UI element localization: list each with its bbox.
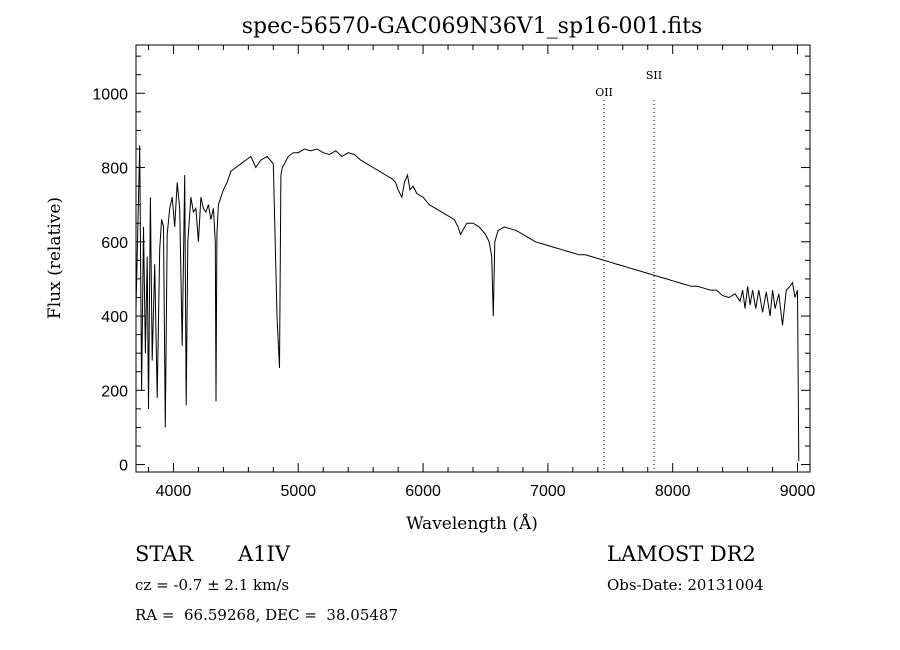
redshift-text: cz = -0.7 ± 2.1 km/s bbox=[135, 576, 290, 594]
annotation-label: OII bbox=[595, 86, 613, 99]
object-class: STAR bbox=[135, 542, 194, 566]
y-tick-label: 600 bbox=[101, 235, 128, 252]
x-tick-label: 9000 bbox=[780, 483, 816, 500]
object-subclass: A1IV bbox=[238, 542, 290, 566]
x-tick-label: 5000 bbox=[280, 483, 316, 500]
y-tick-label: 0 bbox=[119, 458, 128, 475]
x-tick-label: 7000 bbox=[530, 483, 566, 500]
survey-name: LAMOST DR2 bbox=[607, 542, 756, 566]
coordinates-text: RA = 66.59268, DEC = 38.05487 bbox=[135, 606, 399, 624]
x-tick-label: 4000 bbox=[156, 483, 192, 500]
plot-frame bbox=[135, 44, 811, 473]
y-tick-label: 200 bbox=[101, 383, 128, 400]
x-tick-label: 8000 bbox=[655, 483, 691, 500]
spectrum-series-line bbox=[135, 145, 800, 461]
y-axis: 0 200 400 600 800 1000 bbox=[92, 55, 810, 475]
line-annotations: OII SII bbox=[595, 69, 662, 472]
annotation-label: SII bbox=[646, 69, 662, 82]
x-axis: 4000 5000 6000 7000 8000 9000 bbox=[147, 45, 816, 500]
y-axis-label: Flux (relative) bbox=[45, 197, 65, 319]
y-tick-label: 1000 bbox=[92, 86, 128, 103]
y-tick-label: 800 bbox=[101, 161, 128, 178]
y-tick-label: 400 bbox=[101, 309, 128, 326]
chart-title: spec-56570-GAC069N36V1_sp16-001.fits bbox=[242, 14, 703, 39]
x-axis-label: Wavelength (Å) bbox=[406, 513, 538, 534]
x-tick-label: 6000 bbox=[405, 483, 441, 500]
observation-date: Obs-Date: 20131004 bbox=[607, 576, 764, 594]
